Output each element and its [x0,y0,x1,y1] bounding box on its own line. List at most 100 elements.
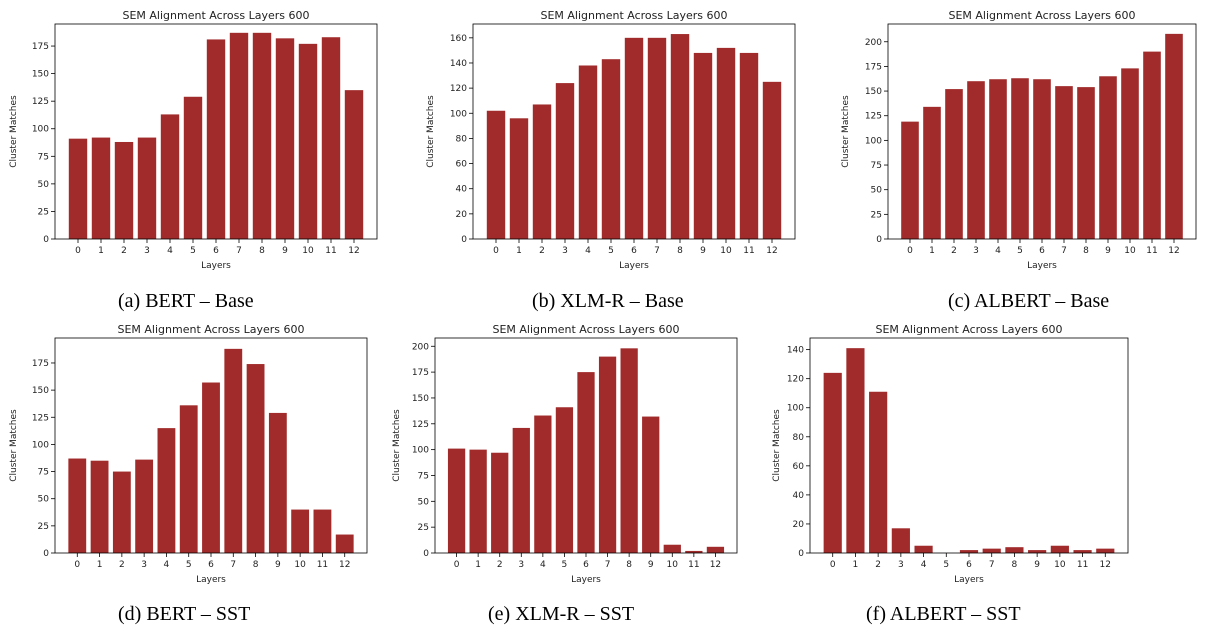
caption-f: (f) ALBERT – SST [866,603,1021,625]
chart-panel-e: SEM Alignment Across Layers 600 0 25 50 75 10… [385,320,785,590]
x-tick-label: 9 [700,246,706,256]
bar [901,121,919,239]
x-tick-label: 1 [516,246,522,256]
bar [1077,87,1095,239]
y-tick-label: 25 [38,522,49,532]
x-tick-label: 0 [75,246,81,256]
bar [1121,68,1139,239]
bar [509,118,529,239]
x-tick-label: 4 [921,560,927,570]
bar [693,52,713,240]
x-tick-label: 9 [648,560,654,570]
bar [512,427,530,553]
bar-chart-d: SEM Alignment Across Layers 600025507510… [9,323,368,585]
bar [532,104,552,239]
bar [486,110,506,239]
bar [706,546,725,553]
x-tick-label: 5 [1017,246,1023,256]
bar [114,141,134,239]
bar [1073,550,1092,553]
caption-c: (c) ALBERT – Base [948,290,1110,312]
x-tick-label: 3 [518,560,524,570]
x-tick-label: 3 [898,560,904,570]
x-axis-label: Layers [201,261,231,271]
x-axis-label: Layers [1027,261,1057,271]
y-tick-label: 125 [865,112,882,122]
y-tick-label: 25 [871,210,882,220]
y-tick-label: 0 [876,235,882,245]
y-tick-label: 40 [793,491,805,501]
x-tick-label: 5 [190,246,196,256]
bar [68,138,88,239]
bar [670,34,690,240]
bar [577,372,595,553]
bar [135,459,154,553]
x-tick-label: 10 [667,560,679,570]
x-tick-label: 2 [539,246,545,256]
bar [601,59,621,239]
x-tick-label: 1 [97,560,103,570]
x-tick-label: 7 [654,246,660,256]
bar [179,405,198,553]
x-tick-label: 8 [626,560,632,570]
y-tick-label: 120 [787,375,804,385]
bar [157,428,176,553]
x-tick-label: 11 [1077,560,1088,570]
bar [762,81,782,239]
bar-chart-e: SEM Alignment Across Layers 600025507510… [392,323,738,585]
y-tick-label: 175 [32,42,49,52]
x-tick-label: 12 [348,246,359,256]
x-tick-label: 2 [121,246,127,256]
x-tick-label: 0 [907,246,913,256]
x-tick-label: 4 [164,560,170,570]
x-tick-label: 1 [98,246,104,256]
bar [1005,547,1024,553]
y-tick-label: 75 [871,161,882,171]
y-tick-label: 100 [787,404,804,414]
y-tick-label: 150 [865,87,882,97]
bar [959,550,979,553]
bar [1028,550,1047,553]
x-tick-label: 4 [585,246,591,256]
y-tick-label: 100 [412,446,429,456]
x-tick-label: 5 [608,246,614,256]
x-tick-label: 10 [1124,246,1136,256]
x-tick-label: 1 [475,560,481,570]
y-tick-label: 100 [32,440,49,450]
bar [321,37,341,239]
y-tick-label: 25 [418,523,429,533]
x-tick-label: 9 [275,560,281,570]
y-tick-label: 200 [865,38,882,48]
x-tick-label: 7 [605,560,611,570]
bar [137,137,157,239]
x-tick-label: 3 [973,246,979,256]
y-tick-label: 100 [450,109,467,119]
chart-title: SEM Alignment Across Layers 600 [948,9,1135,22]
caption-e: (e) XLM-R – SST [488,603,635,625]
y-tick-label: 0 [461,235,467,245]
y-tick-label: 50 [38,495,50,505]
bar [1096,548,1115,553]
y-tick-label: 20 [793,520,805,530]
y-tick-label: 140 [450,59,467,69]
x-tick-label: 2 [951,246,957,256]
y-tick-label: 25 [38,207,49,217]
y-tick-label: 60 [456,160,468,170]
bar [534,415,552,553]
x-tick-label: 7 [989,560,995,570]
x-tick-label: 12 [1100,560,1111,570]
y-tick-label: 100 [32,125,49,135]
bar [229,32,249,239]
y-tick-label: 0 [43,235,49,245]
x-tick-label: 11 [317,560,328,570]
x-tick-label: 5 [943,560,949,570]
bar [1050,545,1069,553]
x-tick-label: 9 [282,246,288,256]
x-tick-label: 2 [497,560,503,570]
chart-title: SEM Alignment Across Layers 600 [492,323,679,336]
x-tick-label: 2 [119,560,125,570]
y-tick-label: 140 [787,346,804,356]
bar [1165,33,1183,240]
x-tick-label: 9 [1105,246,1111,256]
bar [160,114,180,239]
